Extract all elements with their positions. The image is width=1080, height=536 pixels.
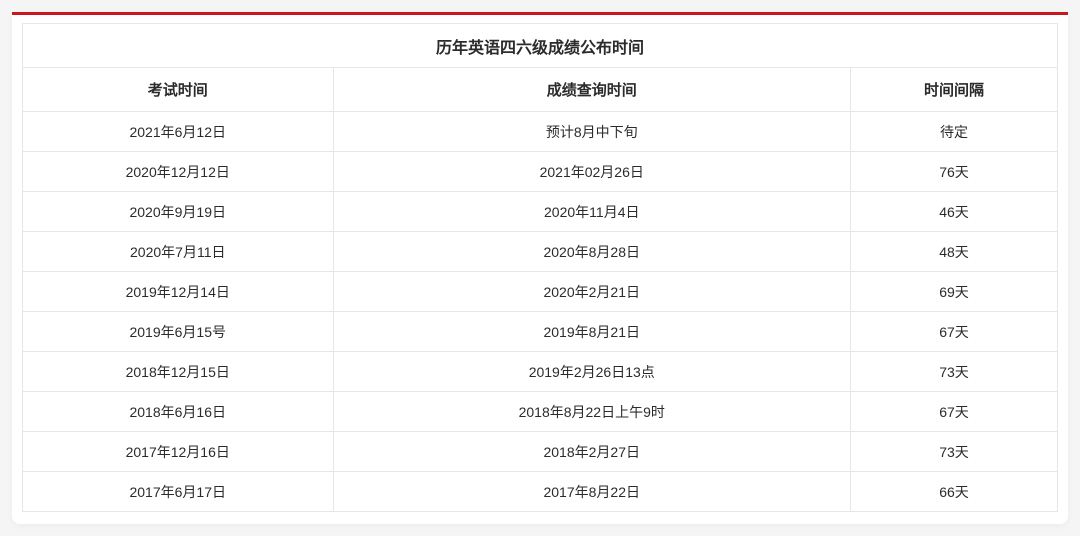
title-row: 历年英语四六级成绩公布时间: [23, 24, 1058, 68]
table-row: 2021年6月12日预计8月中下旬待定: [23, 112, 1058, 152]
table-card: 历年英语四六级成绩公布时间 考试时间 成绩查询时间 时间间隔 2021年6月12…: [12, 12, 1068, 524]
header-row: 考试时间 成绩查询时间 时间间隔: [23, 68, 1058, 112]
table-body: 2021年6月12日预计8月中下旬待定2020年12月12日2021年02月26…: [23, 112, 1058, 512]
table-cell: 2021年02月26日: [333, 152, 851, 192]
table-row: 2020年7月11日2020年8月28日48天: [23, 232, 1058, 272]
table-row: 2018年12月15日2019年2月26日13点73天: [23, 352, 1058, 392]
table-cell: 2019年8月21日: [333, 312, 851, 352]
table-cell: 2020年7月11日: [23, 232, 334, 272]
table-cell: 2019年12月14日: [23, 272, 334, 312]
table-cell: 2019年6月15号: [23, 312, 334, 352]
table-cell: 2018年8月22日上午9时: [333, 392, 851, 432]
table-cell: 48天: [851, 232, 1058, 272]
table-cell: 67天: [851, 312, 1058, 352]
table-row: 2019年12月14日2020年2月21日69天: [23, 272, 1058, 312]
table-cell: 73天: [851, 432, 1058, 472]
table-cell: 2020年11月4日: [333, 192, 851, 232]
col-header-interval: 时间间隔: [851, 68, 1058, 112]
table-cell: 2018年6月16日: [23, 392, 334, 432]
table-cell: 67天: [851, 392, 1058, 432]
table-row: 2018年6月16日2018年8月22日上午9时67天: [23, 392, 1058, 432]
table-row: 2020年9月19日2020年11月4日46天: [23, 192, 1058, 232]
table-cell: 2020年9月19日: [23, 192, 334, 232]
col-header-query: 成绩查询时间: [333, 68, 851, 112]
table-cell: 2020年2月21日: [333, 272, 851, 312]
table-cell: 46天: [851, 192, 1058, 232]
table-cell: 2018年2月27日: [333, 432, 851, 472]
table-row: 2019年6月15号2019年8月21日67天: [23, 312, 1058, 352]
table-cell: 2019年2月26日13点: [333, 352, 851, 392]
table-cell: 2020年8月28日: [333, 232, 851, 272]
score-table: 历年英语四六级成绩公布时间 考试时间 成绩查询时间 时间间隔 2021年6月12…: [22, 23, 1058, 512]
table-cell: 待定: [851, 112, 1058, 152]
table-cell: 69天: [851, 272, 1058, 312]
col-header-exam: 考试时间: [23, 68, 334, 112]
table-cell: 76天: [851, 152, 1058, 192]
table-cell: 2020年12月12日: [23, 152, 334, 192]
table-title: 历年英语四六级成绩公布时间: [23, 24, 1058, 68]
table-cell: 2018年12月15日: [23, 352, 334, 392]
table-row: 2017年12月16日2018年2月27日73天: [23, 432, 1058, 472]
table-cell: 预计8月中下旬: [333, 112, 851, 152]
table-cell: 73天: [851, 352, 1058, 392]
table-cell: 2021年6月12日: [23, 112, 334, 152]
table-cell: 2017年12月16日: [23, 432, 334, 472]
table-row: 2020年12月12日2021年02月26日76天: [23, 152, 1058, 192]
